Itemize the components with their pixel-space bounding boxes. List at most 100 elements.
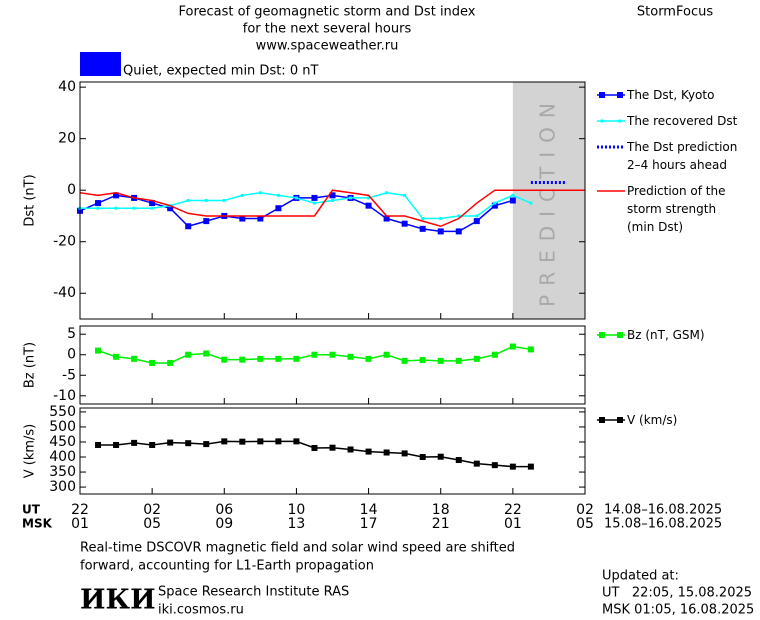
subtitle: for the next several hours	[243, 22, 412, 37]
updated-ut: UT 22:05, 15.08.2025	[602, 586, 752, 601]
x-tick-label: 02	[576, 502, 594, 518]
point	[311, 194, 318, 201]
point	[203, 350, 210, 357]
point	[131, 439, 138, 446]
point	[113, 192, 120, 199]
point	[185, 440, 192, 447]
brand: StormFocus	[637, 5, 713, 20]
status-text: Quiet, expected min Dst: 0 nT	[123, 64, 318, 79]
point	[493, 201, 497, 205]
point	[311, 444, 318, 451]
plot-frame	[79, 325, 586, 405]
point	[312, 201, 316, 205]
x-tick-label: 09	[215, 516, 233, 532]
point	[349, 196, 353, 200]
point	[401, 220, 408, 227]
point	[365, 448, 372, 455]
point	[421, 217, 425, 221]
point	[455, 228, 462, 235]
point	[257, 355, 264, 362]
plot-frame	[79, 81, 586, 320]
point	[239, 356, 246, 363]
point	[419, 454, 426, 461]
point	[527, 346, 534, 353]
point	[275, 355, 282, 362]
point	[132, 206, 136, 210]
x-tick-label: 21	[432, 516, 450, 532]
point	[257, 215, 264, 222]
point	[511, 193, 515, 197]
x-tick-label: 01	[504, 516, 522, 532]
y-tick-label: 450	[49, 434, 76, 450]
point	[294, 196, 298, 200]
status-swatch	[80, 52, 121, 76]
point	[204, 199, 208, 202]
point	[473, 460, 480, 467]
x-row-range: 14.08–16.08.2025	[604, 503, 722, 518]
point	[203, 218, 210, 225]
point	[491, 351, 498, 358]
y-tick-label: -5	[62, 367, 76, 383]
y-axis-label: V (km/s)	[23, 424, 38, 479]
point	[150, 206, 154, 210]
legend-entry: The Dst prediction 2–4 hours ahead	[627, 140, 738, 172]
point	[439, 217, 443, 221]
legend-marker	[617, 332, 623, 338]
point	[222, 199, 226, 202]
y-tick-label: 400	[49, 449, 76, 465]
point	[347, 353, 354, 360]
point	[113, 353, 120, 360]
point	[457, 214, 461, 218]
point	[367, 196, 371, 200]
point	[329, 192, 336, 199]
point	[401, 357, 408, 364]
series-line	[79, 189, 585, 228]
x-tick-label: 14	[360, 502, 378, 518]
x-tick-label: 18	[432, 502, 450, 518]
point	[437, 228, 444, 235]
point	[383, 215, 390, 222]
note: forward, accounting for L1-Earth propaga…	[80, 559, 374, 574]
point	[257, 438, 264, 445]
legend-marker	[599, 92, 605, 98]
y-tick-label: -40	[53, 285, 76, 301]
title: Forecast of geomagnetic storm and Dst in…	[178, 5, 475, 20]
point	[114, 206, 118, 210]
point	[527, 463, 534, 470]
point	[491, 202, 498, 209]
y-tick-label: 550	[49, 404, 76, 420]
y-tick-label: -20	[53, 234, 76, 250]
x-row-name: UT	[22, 503, 41, 517]
legend-entry: The recovered Dst	[627, 114, 738, 128]
point	[276, 193, 280, 197]
point	[149, 200, 156, 207]
point	[293, 355, 300, 362]
x-tick-label: 05	[576, 516, 594, 532]
point	[509, 343, 516, 350]
point	[131, 355, 138, 362]
y-tick-label: 300	[49, 479, 76, 495]
point	[403, 193, 407, 197]
site: iki.cosmos.ru	[158, 603, 244, 618]
point	[401, 450, 408, 457]
point	[475, 214, 479, 218]
prediction-label: PREDICTION	[535, 94, 559, 307]
point	[203, 441, 210, 448]
note: Real-time DSCOVR magnetic field and sola…	[80, 541, 515, 556]
plot-frame	[79, 407, 586, 495]
point	[239, 215, 246, 222]
point	[95, 200, 102, 207]
point	[167, 359, 174, 366]
point	[455, 457, 462, 464]
x-row-range: 15.08–16.08.2025	[604, 517, 722, 532]
point	[509, 463, 516, 470]
x-tick-label: 22	[504, 502, 522, 518]
point	[95, 347, 102, 354]
point	[293, 438, 300, 445]
point	[258, 191, 262, 195]
legend-entry: The Dst, Kyoto	[627, 88, 715, 102]
legend-marker	[599, 417, 605, 423]
point	[529, 201, 533, 205]
